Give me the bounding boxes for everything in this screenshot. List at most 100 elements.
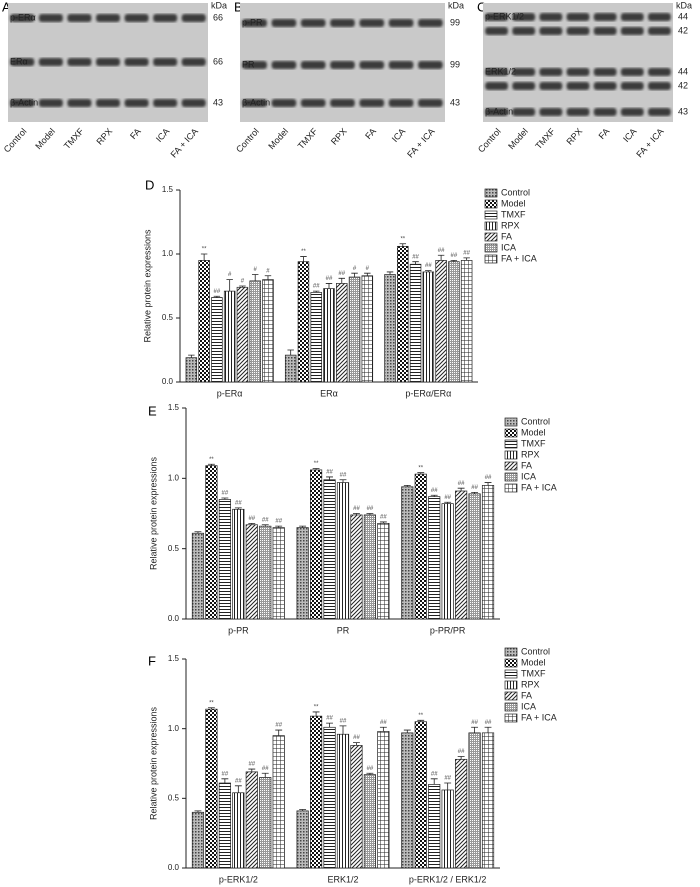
- bar: [384, 274, 396, 383]
- error-bar: [275, 525, 283, 528]
- significance: ##: [485, 720, 492, 726]
- lane-label: Control: [476, 126, 503, 154]
- y-axis-label: Relative protein expressions: [148, 706, 158, 820]
- legend-label: FA + ICA: [501, 253, 537, 263]
- blot-band: [512, 27, 536, 35]
- bar: [481, 485, 495, 620]
- significance: #: [353, 266, 357, 272]
- bar: [409, 263, 422, 383]
- legend-label: TMXF: [521, 668, 546, 678]
- error-bar: [300, 256, 307, 262]
- bar: [414, 473, 427, 620]
- kda-value: 43: [450, 97, 460, 107]
- legend-label: TMXF: [501, 209, 526, 219]
- y-tick-label: 1.0: [168, 724, 180, 733]
- blot-band: [539, 27, 563, 35]
- error-bar: [403, 729, 411, 733]
- significance: ##: [380, 720, 387, 726]
- lane-label: TMXF: [533, 126, 557, 151]
- error-bar: [338, 277, 346, 284]
- legend-label: RPX: [501, 220, 520, 230]
- error-bar: [312, 290, 320, 293]
- error-bar: [430, 778, 438, 785]
- lane-label: FA + ICA: [169, 126, 200, 159]
- lane-label: FA + ICA: [405, 126, 436, 159]
- blot-band: [593, 68, 617, 76]
- blot-band: [124, 99, 149, 107]
- error-bar: [221, 497, 229, 500]
- blot-band: [388, 19, 414, 27]
- lane-label: Control: [2, 126, 29, 154]
- error-bar: [234, 507, 242, 510]
- bar: [323, 479, 336, 620]
- blot-band: [124, 58, 149, 66]
- bar: [296, 810, 309, 869]
- significance: ##: [248, 762, 255, 768]
- y-tick-label: 0.0: [168, 863, 180, 872]
- blot-row-label: PR: [242, 59, 255, 69]
- lane-label: FA: [363, 126, 378, 141]
- bar: [428, 496, 441, 620]
- kda-value: 99: [450, 59, 460, 69]
- blot-band: [181, 58, 206, 66]
- bar: [468, 493, 481, 620]
- blot-band: [153, 14, 178, 22]
- error-bar: [364, 272, 371, 276]
- error-bar: [239, 285, 246, 288]
- bar: [428, 784, 441, 869]
- bar: [211, 297, 223, 383]
- blot-band: [512, 13, 536, 21]
- error-bar: [326, 476, 333, 480]
- blot-band: [593, 82, 617, 90]
- significance: #: [254, 267, 258, 273]
- bar: [249, 280, 261, 383]
- y-tick-label: 1.5: [168, 654, 180, 663]
- significance: ##: [235, 500, 242, 506]
- error-bar: [353, 513, 360, 515]
- bar: [397, 245, 409, 383]
- error-bar: [425, 270, 432, 272]
- legend-label: ICA: [521, 701, 536, 711]
- lane-label: Control: [234, 126, 261, 154]
- legend-swatch: [504, 472, 518, 482]
- error-bar: [275, 729, 283, 736]
- blot-band: [648, 68, 671, 76]
- error-bar: [403, 484, 411, 487]
- legend-label: Model: [521, 657, 546, 667]
- kda-value: 42: [678, 80, 688, 90]
- y-tick-label: 1.0: [162, 249, 174, 258]
- kda-unit: kDa: [676, 0, 692, 10]
- x-tick-label: p-PR/PR: [430, 625, 466, 635]
- significance: ##: [214, 289, 221, 295]
- legend-label: TMXF: [521, 438, 546, 448]
- blot-band: [648, 108, 671, 116]
- blot-band: [300, 19, 326, 27]
- bar: [350, 514, 363, 620]
- significance: ##: [485, 475, 492, 481]
- blot-band: [300, 99, 326, 107]
- bar: [191, 532, 205, 620]
- significance: ##: [412, 254, 419, 260]
- significance: **: [301, 249, 306, 255]
- bar: [323, 726, 336, 869]
- lane-label: ICA: [390, 126, 407, 144]
- error-bar: [386, 271, 394, 275]
- blot-band: [359, 61, 385, 69]
- bar: [377, 522, 390, 620]
- legend-swatch: [504, 680, 518, 690]
- legend-label: Control: [501, 187, 530, 197]
- blot-band: [181, 99, 206, 107]
- significance: **: [418, 713, 423, 719]
- legend-label: Control: [521, 646, 550, 656]
- error-bar: [471, 726, 479, 733]
- y-axis-label: Relative protein expressions: [142, 229, 152, 343]
- panel-letter: B: [234, 0, 243, 14]
- blot-band: [242, 61, 267, 69]
- lane-label: FA: [128, 126, 143, 141]
- lane-label: FA + ICA: [634, 126, 665, 159]
- significance: ##: [367, 506, 374, 512]
- bar: [401, 732, 414, 869]
- legend-swatch: [504, 669, 518, 679]
- error-bar: [353, 742, 360, 746]
- error-bar: [188, 354, 195, 358]
